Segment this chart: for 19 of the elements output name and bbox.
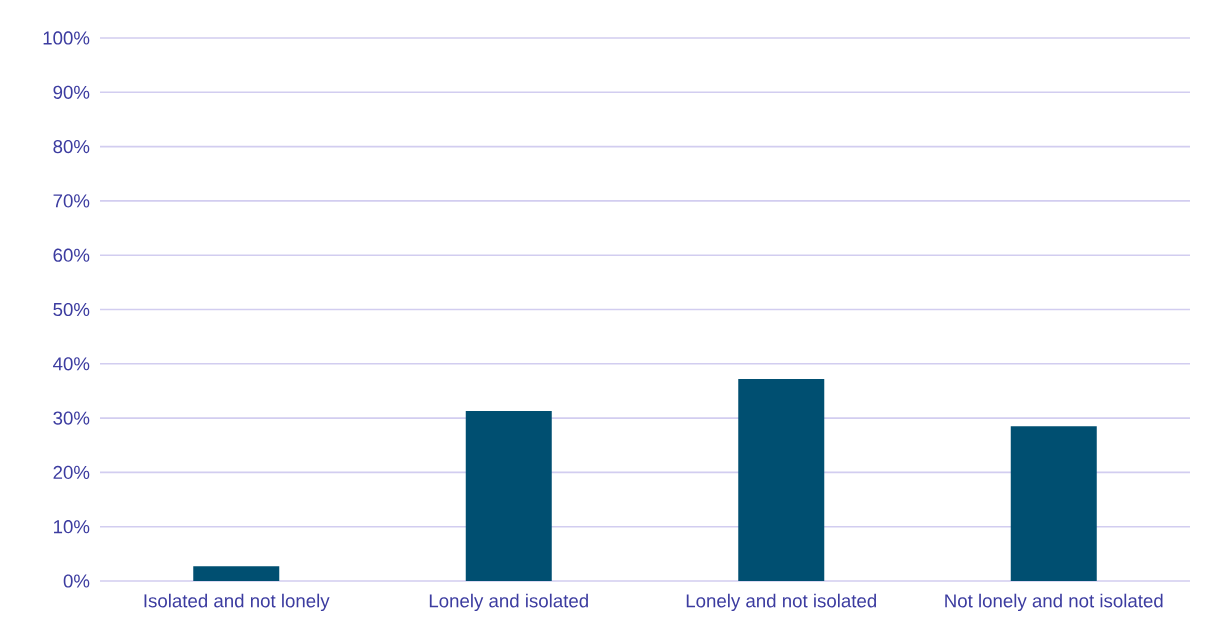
- y-tick-label: 20%: [53, 465, 90, 480]
- y-tick-label: 80%: [53, 139, 90, 154]
- y-tick-label: 60%: [53, 248, 90, 262]
- y-tick-label: 40%: [53, 357, 90, 371]
- y-tick-label: 70%: [53, 194, 90, 208]
- y-tick-label: 30%: [53, 411, 90, 425]
- x-tick-label: Isolated and not lonely: [144, 593, 330, 612]
- y-tick-label: 50%: [53, 302, 90, 317]
- y-tick-label: 100%: [43, 31, 90, 45]
- x-tick-label: Not lonely and not isolated: [945, 593, 1163, 612]
- y-tick-label: 0%: [63, 574, 90, 588]
- x-tick-label: Lonely and not isolated: [686, 593, 877, 612]
- bar: [465, 411, 552, 581]
- bar: [1010, 426, 1097, 581]
- y-tick-label: 90%: [53, 85, 90, 99]
- y-tick-label: 10%: [54, 520, 90, 534]
- bar: [193, 566, 280, 581]
- bar: [738, 379, 825, 581]
- x-tick-label: Lonely and isolated: [429, 593, 588, 612]
